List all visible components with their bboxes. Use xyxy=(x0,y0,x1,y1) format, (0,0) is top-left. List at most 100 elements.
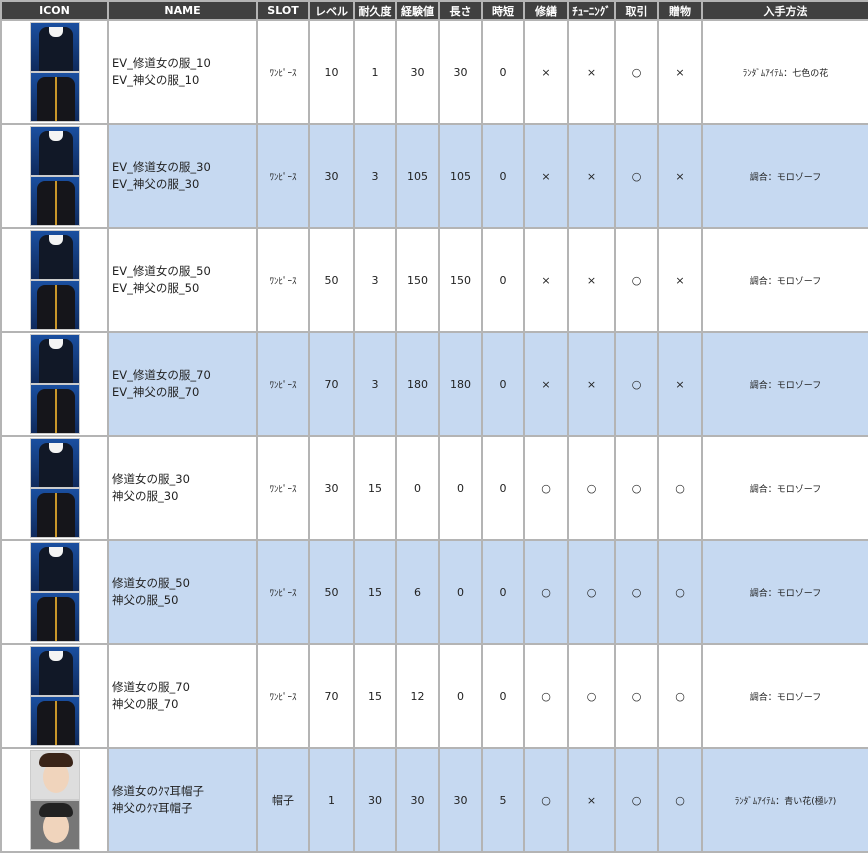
priest-outfit-icon xyxy=(29,488,80,538)
priest-outfit-icon xyxy=(29,176,80,226)
repair-cell: × xyxy=(523,331,569,437)
repair-cell: ○ xyxy=(523,539,569,645)
item-name: 神父の服_70 xyxy=(112,697,179,711)
tuning-cell: × xyxy=(567,19,616,125)
slot-cell: ﾜﾝﾋﾟｰｽ xyxy=(256,123,310,229)
gift-cell: × xyxy=(657,331,703,437)
timecut-cell: 0 xyxy=(481,19,525,125)
level-cell: 50 xyxy=(308,227,355,333)
priest-outfit-icon xyxy=(29,280,80,330)
exp-cell: 150 xyxy=(395,227,440,333)
level-cell: 70 xyxy=(308,643,355,749)
exp-cell: 180 xyxy=(395,331,440,437)
durability-cell: 30 xyxy=(353,747,397,853)
length-cell: 30 xyxy=(438,747,483,853)
exp-cell: 30 xyxy=(395,747,440,853)
tuning-cell: ○ xyxy=(567,643,616,749)
level-cell: 50 xyxy=(308,539,355,645)
timecut-cell: 0 xyxy=(481,123,525,229)
item-name: 修道女の服_70 xyxy=(112,680,190,694)
repair-cell: × xyxy=(523,123,569,229)
slot-cell: ﾜﾝﾋﾟｰｽ xyxy=(256,19,310,125)
item-name: EV_修道女の服_30 xyxy=(112,160,211,174)
trade-cell: ○ xyxy=(614,539,659,645)
column-header: 贈物 xyxy=(657,0,703,21)
item-name: EV_修道女の服_70 xyxy=(112,368,211,382)
durability-cell: 15 xyxy=(353,643,397,749)
column-header: レベル xyxy=(308,0,355,21)
name-cell: EV_修道女の服_70 EV_神父の服_70 xyxy=(107,331,258,437)
level-cell: 1 xyxy=(308,747,355,853)
length-cell: 180 xyxy=(438,331,483,437)
item-name: EV_神父の服_70 xyxy=(112,385,200,399)
item-name: EV_神父の服_10 xyxy=(112,73,200,87)
name-cell: 修道女のｸﾏ耳帽子 神父のｸﾏ耳帽子 xyxy=(107,747,258,853)
durability-cell: 15 xyxy=(353,539,397,645)
slot-cell: 帽子 xyxy=(256,747,310,853)
trade-cell: ○ xyxy=(614,227,659,333)
table-row: EV_修道女の服_70 EV_神父の服_70 ﾜﾝﾋﾟｰｽ 70 3 180 180 0 × × ○… xyxy=(0,331,868,437)
nun-outfit-icon xyxy=(29,438,80,488)
priest-outfit-icon xyxy=(29,696,80,746)
slot-cell: ﾜﾝﾋﾟｰｽ xyxy=(256,227,310,333)
timecut-cell: 0 xyxy=(481,331,525,437)
name-cell: EV_修道女の服_50 EV_神父の服_50 xyxy=(107,227,258,333)
source-cell: 調合：モロゾーフ xyxy=(701,227,868,333)
gift-cell: ○ xyxy=(657,643,703,749)
repair-cell: × xyxy=(523,227,569,333)
table-row: EV_修道女の服_50 EV_神父の服_50 ﾜﾝﾋﾟｰｽ 50 3 150 150 0 × × ○… xyxy=(0,227,868,333)
gift-cell: × xyxy=(657,19,703,125)
length-cell: 0 xyxy=(438,539,483,645)
repair-cell: ○ xyxy=(523,643,569,749)
trade-cell: ○ xyxy=(614,643,659,749)
source-cell: ﾗﾝﾀﾞﾑｱｲﾃﾑ：青い花(極ﾚｱ) xyxy=(701,747,868,853)
exp-cell: 12 xyxy=(395,643,440,749)
tuning-cell: ○ xyxy=(567,539,616,645)
column-header: 入手方法 xyxy=(701,0,868,21)
column-header: 取引 xyxy=(614,0,659,21)
priest-outfit-icon xyxy=(29,592,80,642)
icon-cell xyxy=(0,331,109,437)
source-cell: 調合：モロゾーフ xyxy=(701,539,868,645)
name-cell: 修道女の服_70 神父の服_70 xyxy=(107,643,258,749)
column-header: 時短 xyxy=(481,0,525,21)
item-name: 修道女の服_50 xyxy=(112,576,190,590)
durability-cell: 3 xyxy=(353,123,397,229)
item-name: 神父の服_30 xyxy=(112,489,179,503)
durability-cell: 1 xyxy=(353,19,397,125)
timecut-cell: 0 xyxy=(481,227,525,333)
length-cell: 105 xyxy=(438,123,483,229)
nun-outfit-icon xyxy=(29,126,80,176)
column-header: 修繕 xyxy=(523,0,569,21)
name-cell: EV_修道女の服_10 EV_神父の服_10 xyxy=(107,19,258,125)
table-row: EV_修道女の服_10 EV_神父の服_10 ﾜﾝﾋﾟｰｽ 10 1 30 30 0 × × ○ × ﾗ… xyxy=(0,19,868,125)
trade-cell: ○ xyxy=(614,19,659,125)
source-cell: ﾗﾝﾀﾞﾑｱｲﾃﾑ：七色の花 xyxy=(701,19,868,125)
durability-cell: 3 xyxy=(353,331,397,437)
slot-cell: ﾜﾝﾋﾟｰｽ xyxy=(256,643,310,749)
item-name: 修道女の服_30 xyxy=(112,472,190,486)
item-name: 神父のｸﾏ耳帽子 xyxy=(112,801,193,815)
durability-cell: 3 xyxy=(353,227,397,333)
priest-outfit-icon xyxy=(29,72,80,122)
column-header: 経験値 xyxy=(395,0,440,21)
length-cell: 150 xyxy=(438,227,483,333)
repair-cell: × xyxy=(523,19,569,125)
gift-cell: ○ xyxy=(657,747,703,853)
header-row: ICON NAME SLOT レベル 耐久度 経験値 長さ 時短 修繕 ﾁｭｰﾆﾝｸﾞ 取引 贈物 入手… xyxy=(0,0,868,21)
priest-outfit-icon xyxy=(29,384,80,434)
gift-cell: ○ xyxy=(657,539,703,645)
nun-outfit-icon xyxy=(29,334,80,384)
exp-cell: 105 xyxy=(395,123,440,229)
table-row: EV_修道女の服_30 EV_神父の服_30 ﾜﾝﾋﾟｰｽ 30 3 105 105 0 × × ○… xyxy=(0,123,868,229)
column-header: 長さ xyxy=(438,0,483,21)
icon-cell xyxy=(0,19,109,125)
table-row: 修道女の服_50 神父の服_50 ﾜﾝﾋﾟｰｽ 50 15 6 0 0 ○ ○ ○ ○ 調合：モロゾーフ xyxy=(0,539,868,645)
gift-cell: × xyxy=(657,227,703,333)
item-name: EV_神父の服_50 xyxy=(112,281,200,295)
timecut-cell: 5 xyxy=(481,747,525,853)
nun-outfit-icon xyxy=(29,230,80,280)
column-header: ICON xyxy=(0,0,109,21)
priest-bear-ear-hat-icon xyxy=(29,800,80,850)
